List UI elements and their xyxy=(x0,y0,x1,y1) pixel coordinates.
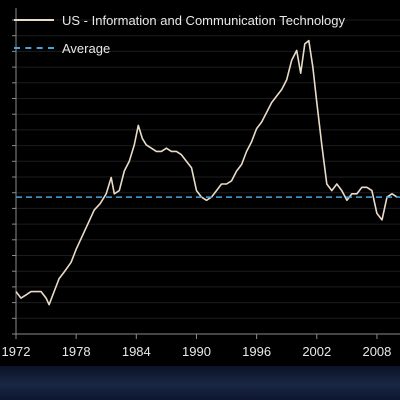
footer-band xyxy=(0,366,400,400)
legend-label-average: Average xyxy=(62,40,111,56)
y-axis-ticks xyxy=(12,8,17,335)
x-tick-label: 1978 xyxy=(62,344,91,359)
legend-swatch-solid xyxy=(14,19,54,21)
x-tick-label: 2008 xyxy=(362,344,391,359)
x-axis-ticks: 1972 1978 1984 1990 1996 2002 2008 xyxy=(2,333,400,359)
legend-entry-average: Average xyxy=(14,38,110,58)
legend: US - Information and Communication Techn… xyxy=(0,4,400,56)
x-tick-label: 1972 xyxy=(2,344,31,359)
x-tick-label: 1996 xyxy=(242,344,271,359)
legend-swatch-dashed xyxy=(14,47,54,49)
ict-series-line xyxy=(15,39,398,306)
x-tick-label: 2002 xyxy=(302,344,331,359)
series-layer xyxy=(15,39,400,306)
gridlines xyxy=(16,19,400,335)
x-tick-label: 1990 xyxy=(182,344,211,359)
legend-label-ict: US - Information and Communication Techn… xyxy=(62,12,346,28)
x-tick-label: 1984 xyxy=(122,344,151,359)
legend-entry-ict: US - Information and Communication Techn… xyxy=(14,10,345,30)
